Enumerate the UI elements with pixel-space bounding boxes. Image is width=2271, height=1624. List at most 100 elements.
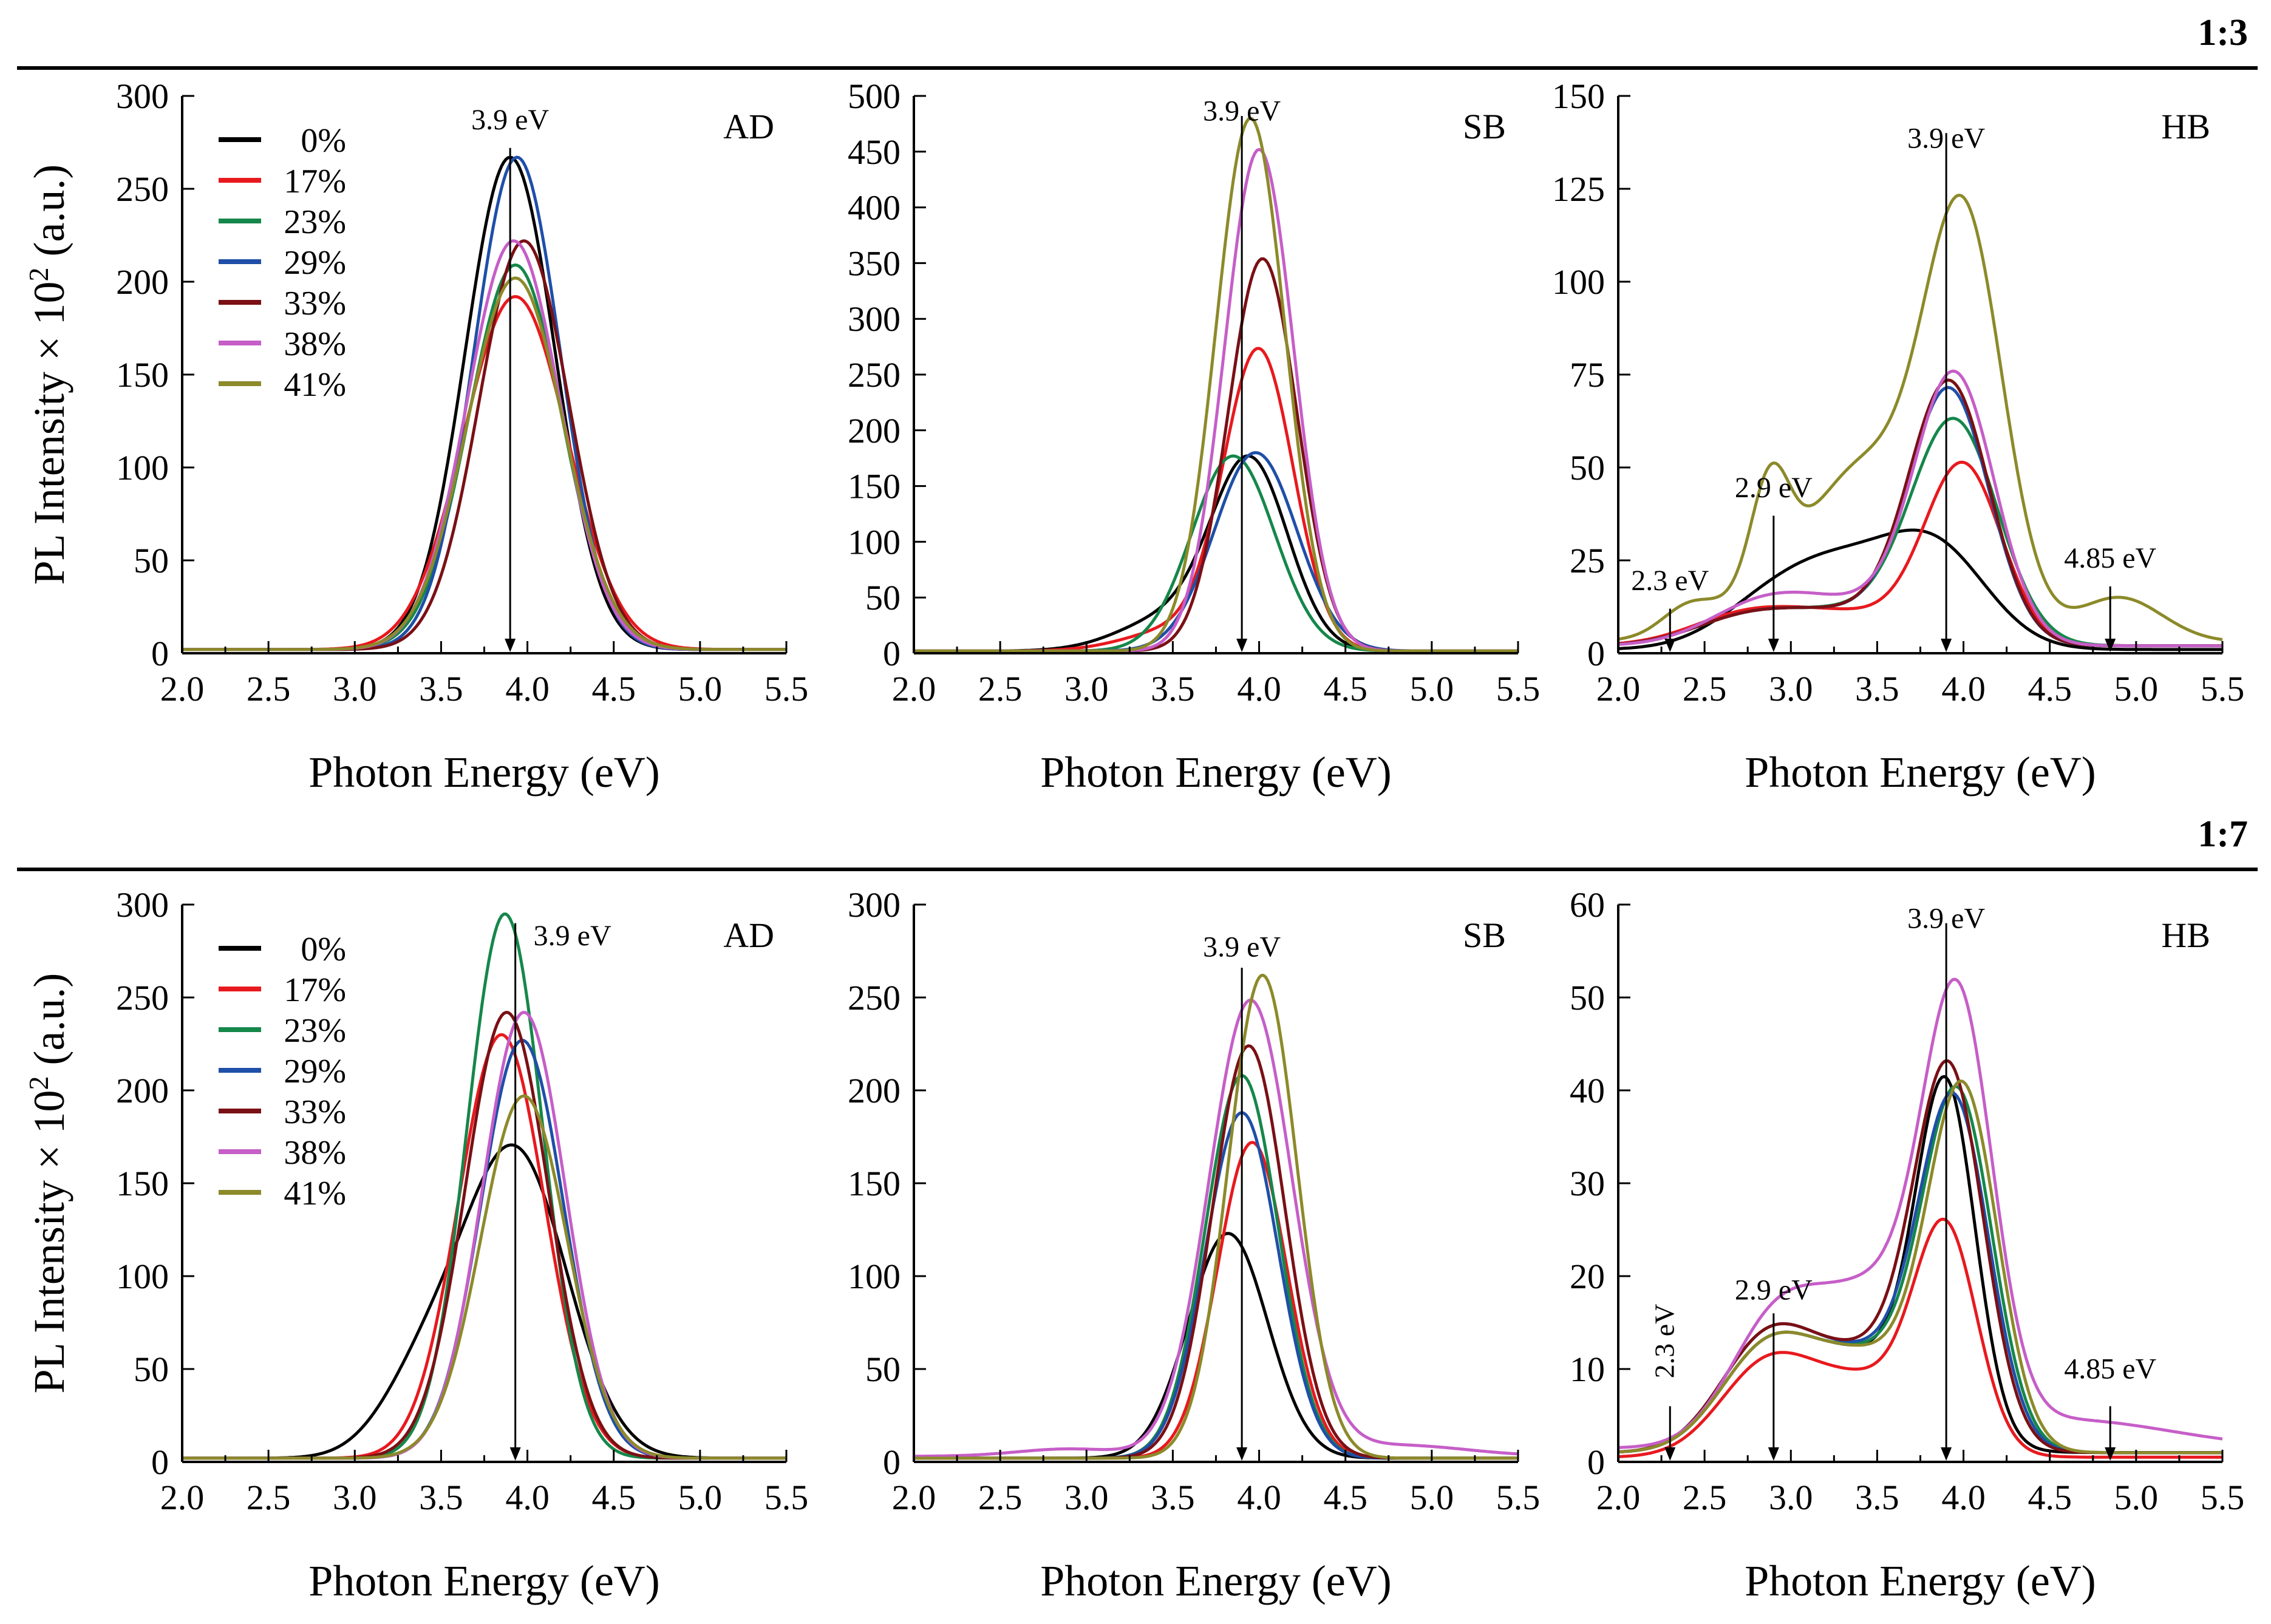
x-tick-label: 5.0 — [2114, 1478, 2159, 1517]
x-tick-label: 2.5 — [978, 1478, 1023, 1517]
y-tick-label: 200 — [848, 411, 901, 450]
y-tick-label: 50 — [865, 578, 901, 617]
x-tick-label: 2.0 — [160, 669, 205, 708]
annotation-arrow-head — [1664, 1447, 1676, 1461]
legend: 0%17%23%29%33%38%41% — [219, 122, 346, 404]
x-tick-label: 2.5 — [247, 669, 291, 708]
annotation-label: 3.9 eV — [471, 104, 549, 136]
y-tick-label: 10 — [1570, 1350, 1605, 1389]
y-tick-label: 250 — [848, 355, 901, 395]
y-tick-label: 150 — [848, 1164, 901, 1203]
x-axis-title: Photon Energy (eV) — [1745, 748, 2096, 797]
x-tick-label: 4.5 — [2028, 1478, 2072, 1517]
x-tick-label: 2.0 — [1596, 669, 1641, 708]
y-tick-label: 100 — [848, 522, 901, 562]
x-tick-label: 4.0 — [1941, 1478, 1986, 1517]
y-tick-label: 25 — [1570, 541, 1605, 580]
x-tick-label: 4.0 — [1941, 669, 1986, 708]
y-tick-label: 200 — [116, 1071, 169, 1110]
legend-label: 33% — [284, 1093, 346, 1131]
panel-label: AD — [723, 107, 774, 146]
x-tick-label: 5.5 — [2201, 669, 2245, 708]
legend-label: 33% — [284, 285, 346, 322]
annotation-arrow-head — [1236, 639, 1248, 652]
y-axis-title: PL Intensity × 102 (a.u.) — [23, 973, 73, 1394]
x-tick-label: 2.0 — [160, 1478, 205, 1517]
y-tick-label: 0 — [883, 1442, 901, 1482]
legend-label: 38% — [284, 325, 346, 363]
y-tick-label: 20 — [1570, 1257, 1605, 1296]
chart-panel-0-0: 2.0 2.5 3.0 3.5 4.0 4.5 5.0 5.5 0 50 100 150 200 250 3… — [23, 76, 808, 797]
chart-panel-1-2: 2.0 2.5 3.0 3.5 4.0 4.5 5.0 5.5 0 10 20 30 40 50 60 Pho… — [1570, 885, 2244, 1605]
x-tick-label: 4.5 — [1323, 669, 1367, 708]
x-tick-label: 3.0 — [1769, 669, 1813, 708]
y-tick-label: 0 — [1587, 634, 1605, 673]
y-tick-label: 500 — [848, 76, 901, 116]
annotation-arrow-head — [1768, 1447, 1779, 1461]
y-tick-label: 150 — [848, 467, 901, 506]
annotation-arrow-head — [1664, 639, 1676, 652]
y-tick-label: 150 — [116, 355, 169, 395]
series-line-38pct — [1618, 977, 2223, 1449]
y-tick-label: 100 — [116, 1257, 169, 1296]
panel-label: AD — [723, 916, 774, 955]
x-tick-label: 4.0 — [1237, 669, 1281, 708]
x-tick-label: 5.5 — [764, 1478, 809, 1517]
y-tick-label: 0 — [883, 634, 901, 673]
annotation-label: 3.9 eV — [1907, 902, 1985, 934]
y-tick-label: 50 — [134, 541, 169, 580]
y-tick-label: 400 — [848, 188, 901, 228]
x-tick-label: 3.0 — [1769, 1478, 1813, 1517]
x-tick-label: 5.0 — [678, 1478, 723, 1517]
x-tick-label: 3.5 — [1855, 1478, 1899, 1517]
y-tick-label: 200 — [848, 1071, 901, 1110]
x-tick-label: 5.5 — [764, 669, 809, 708]
chart-panel-0-2: 2.0 2.5 3.0 3.5 4.0 4.5 5.0 5.5 0 25 50 75 100 125 150… — [1552, 76, 2244, 797]
chart-panel-1-0: 2.0 2.5 3.0 3.5 4.0 4.5 5.0 5.5 0 50 100 150 200 250 3… — [23, 885, 808, 1605]
group-label-1-7: 1:7 — [2198, 814, 2248, 855]
x-tick-label: 3.0 — [333, 669, 377, 708]
x-tick-label: 3.5 — [1151, 669, 1195, 708]
x-tick-label: 2.5 — [1683, 669, 1727, 708]
y-axis-title: PL Intensity × 102 (a.u.) — [23, 165, 73, 585]
y-tick-label: 300 — [848, 885, 901, 925]
x-axis-title: Photon Energy (eV) — [1040, 748, 1392, 797]
annotation-label: 4.85 eV — [2064, 1353, 2156, 1385]
x-tick-label: 2.5 — [978, 669, 1023, 708]
annotation-arrow-head — [505, 639, 516, 652]
annotation-arrow-head — [2105, 1447, 2116, 1461]
legend-label: 41% — [284, 1175, 346, 1212]
x-tick-label: 5.0 — [1410, 1478, 1454, 1517]
x-tick-label: 3.5 — [419, 1478, 463, 1517]
x-tick-label: 4.5 — [1323, 1478, 1367, 1517]
x-tick-label: 3.0 — [1064, 669, 1109, 708]
x-tick-label: 2.5 — [247, 1478, 291, 1517]
y-tick-label: 250 — [116, 169, 169, 209]
y-tick-label: 75 — [1570, 355, 1605, 395]
legend-label: 0% — [301, 122, 346, 160]
x-axis-title: Photon Energy (eV) — [308, 748, 660, 797]
y-tick-label: 60 — [1570, 885, 1605, 925]
y-tick-label: 300 — [848, 299, 901, 339]
y-tick-label: 150 — [1552, 76, 1605, 116]
y-tick-label: 50 — [1570, 448, 1605, 488]
annotation-arrow-head — [1941, 639, 1952, 652]
y-tick-label: 250 — [848, 978, 901, 1018]
chart-panel-0-1: 2.0 2.5 3.0 3.5 4.0 4.5 5.0 5.5 0 50 100 150 200 250 3… — [848, 76, 1540, 797]
annotation-label: 2.3 eV — [1649, 1304, 1680, 1379]
annotation-label: 3.9 eV — [1203, 95, 1281, 127]
y-tick-label: 50 — [1570, 978, 1605, 1018]
y-tick-label: 250 — [116, 978, 169, 1018]
series-line-41pct — [914, 974, 1518, 1460]
x-tick-label: 5.0 — [2114, 669, 2159, 708]
legend-label: 17% — [284, 971, 346, 1009]
x-axis-title: Photon Energy (eV) — [308, 1557, 660, 1605]
panel-label: SB — [1463, 916, 1506, 955]
x-tick-label: 2.5 — [1683, 1478, 1727, 1517]
y-tick-label: 450 — [848, 132, 901, 172]
x-tick-label: 4.0 — [505, 669, 550, 708]
y-tick-label: 100 — [848, 1257, 901, 1296]
y-tick-label: 100 — [1552, 262, 1605, 302]
x-axis-title: Photon Energy (eV) — [1745, 1557, 2096, 1605]
